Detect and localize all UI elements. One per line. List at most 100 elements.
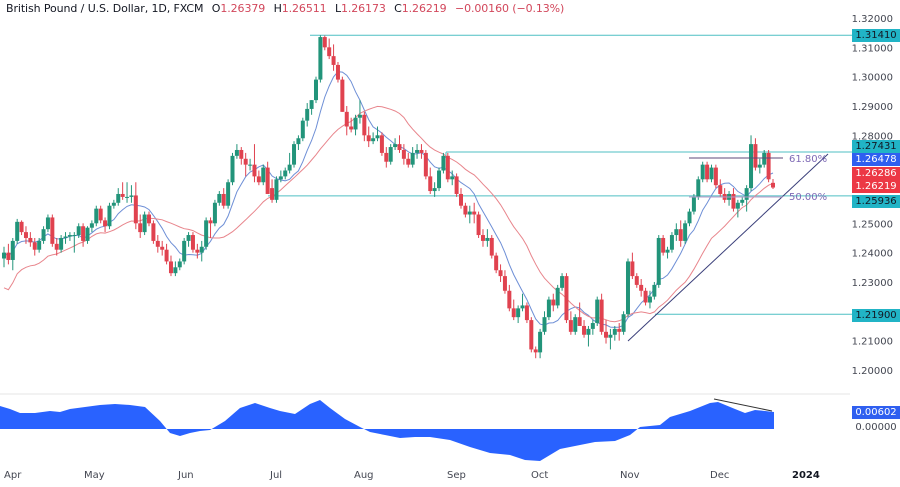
candle (32, 242, 37, 250)
candle (357, 114, 362, 118)
candle (85, 227, 90, 241)
high-label: H (273, 2, 282, 15)
divergence-line[interactable] (713, 398, 773, 412)
candle (555, 287, 560, 306)
candle (683, 223, 688, 241)
candle (340, 79, 345, 112)
horizontal-levels[interactable] (268, 34, 852, 315)
trendline[interactable] (627, 153, 829, 342)
symbol-title: British Pound / U.S. Dollar, 1D, FXCM (6, 2, 204, 15)
candle (586, 328, 591, 335)
candle (485, 237, 490, 241)
close-value: 1.26219 (401, 2, 447, 15)
candle (612, 328, 617, 335)
candle (173, 267, 178, 274)
price-axis[interactable]: 1.32000 1.31000 1.30000 1.29000 1.28000 1.250… (852, 14, 893, 377)
candle (98, 208, 103, 221)
time-tick-jun: Jun (178, 470, 194, 481)
candle (261, 167, 266, 183)
candle (432, 188, 437, 192)
candle (103, 220, 108, 227)
candle (50, 217, 55, 244)
candle (226, 182, 231, 206)
time-tick-sep: Sep (447, 470, 466, 481)
candle (467, 211, 472, 215)
candle (625, 261, 630, 315)
candle (81, 226, 86, 241)
candle (757, 164, 762, 168)
candle (296, 138, 301, 145)
open-value: 1.26379 (220, 2, 266, 15)
candle (445, 155, 450, 180)
candle (59, 237, 64, 250)
time-tick-2024: 2024 (792, 470, 820, 481)
candle (230, 155, 235, 183)
candle (72, 235, 77, 237)
candle (713, 167, 718, 186)
candle (582, 325, 587, 335)
candle (89, 223, 94, 228)
candle (270, 188, 275, 200)
candle (125, 196, 130, 198)
candle (138, 223, 143, 233)
drawings[interactable]: 61.80% 50.00% (627, 153, 829, 342)
candle (362, 114, 367, 136)
candle (6, 252, 11, 260)
candle (204, 220, 209, 247)
candle (37, 240, 42, 250)
candle (274, 179, 279, 200)
candle (700, 164, 705, 180)
candle (560, 276, 565, 288)
candle (524, 305, 529, 321)
fib-618-label: 61.80% (789, 154, 827, 165)
candle (538, 331, 543, 353)
candle (217, 193, 222, 203)
candle (665, 249, 670, 253)
candle (63, 236, 68, 238)
candle (67, 235, 72, 237)
candle (379, 135, 384, 153)
candle (331, 56, 336, 65)
price-tag: 1.31410 (852, 29, 900, 42)
candle (590, 323, 595, 329)
candle (19, 221, 24, 233)
candle (248, 164, 253, 166)
candle (305, 108, 310, 121)
candle (2, 252, 6, 259)
candle (353, 117, 358, 130)
candle (318, 37, 323, 80)
candle (120, 193, 125, 197)
candle (691, 196, 696, 212)
candle (669, 235, 674, 250)
candle (608, 334, 613, 338)
candle (239, 149, 244, 159)
price-tick: 1.32000 (852, 14, 893, 25)
candle (142, 214, 147, 233)
fib-500-label: 50.00% (789, 192, 827, 203)
candle (630, 261, 635, 277)
price-tick: 1.25000 (852, 219, 893, 230)
candle (476, 214, 481, 236)
low-label: L (334, 2, 341, 15)
candle (199, 246, 204, 253)
candle (292, 144, 297, 165)
candle (195, 249, 200, 253)
candle (428, 176, 433, 192)
candle (278, 176, 283, 180)
candle (309, 100, 314, 109)
candle (186, 235, 191, 241)
candle (533, 349, 538, 353)
low-value: 1.26173 (340, 2, 386, 15)
candle (388, 147, 393, 162)
candle (393, 144, 398, 148)
candle (283, 170, 288, 177)
candle (182, 240, 187, 262)
price-tick: 1.20000 (852, 366, 893, 377)
candle (111, 202, 116, 206)
candle (520, 305, 525, 309)
candle (208, 220, 213, 224)
candle (177, 261, 182, 268)
time-tick-aug: Aug (354, 470, 374, 481)
oscillator-value-tag: 0.00602 (852, 406, 900, 419)
